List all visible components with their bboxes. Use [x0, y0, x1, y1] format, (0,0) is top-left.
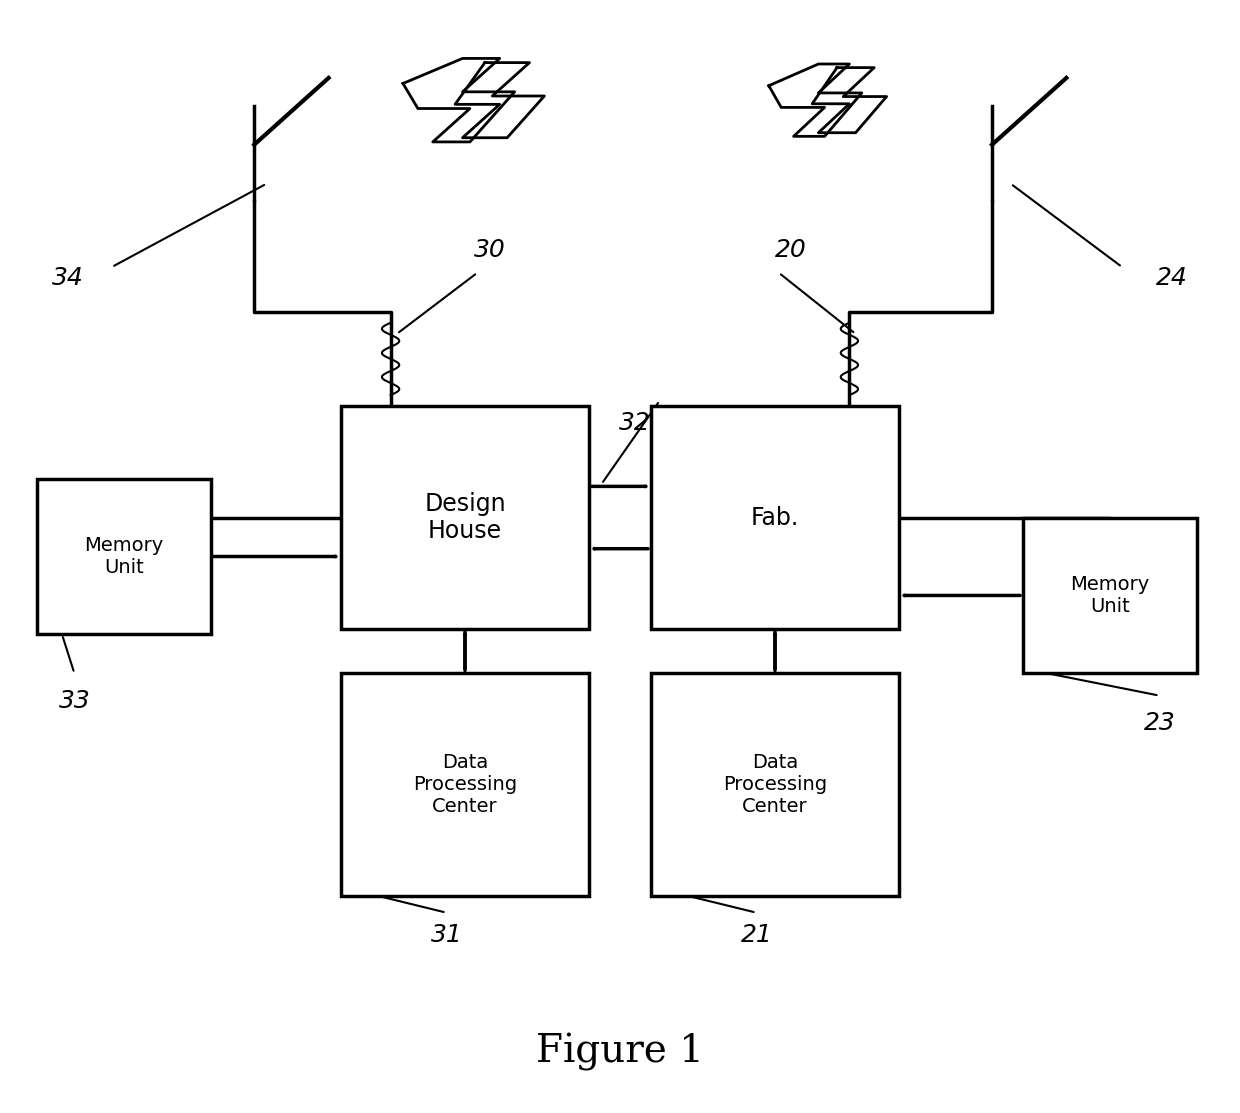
Text: 30: 30: [474, 238, 506, 263]
Text: 24: 24: [1156, 266, 1188, 290]
Bar: [341, 673, 589, 896]
Text: Data
Processing
Center: Data Processing Center: [413, 754, 517, 816]
Text: Design
House: Design House: [424, 492, 506, 543]
Bar: [1023, 518, 1197, 673]
Text: Data
Processing
Center: Data Processing Center: [723, 754, 827, 816]
Text: 31: 31: [430, 923, 463, 947]
Bar: [651, 673, 899, 896]
Text: 33: 33: [58, 689, 91, 713]
Text: 32: 32: [619, 411, 651, 435]
Text: Memory
Unit: Memory Unit: [84, 536, 164, 577]
Text: 21: 21: [740, 923, 773, 947]
Text: Figure 1: Figure 1: [536, 1033, 704, 1071]
Text: 23: 23: [1143, 711, 1176, 736]
Bar: [651, 406, 899, 629]
Bar: [341, 406, 589, 629]
Text: Fab.: Fab.: [751, 505, 799, 530]
Text: Memory
Unit: Memory Unit: [1070, 575, 1149, 615]
Text: 20: 20: [775, 238, 807, 263]
Text: 34: 34: [52, 266, 84, 290]
Bar: [37, 479, 211, 634]
